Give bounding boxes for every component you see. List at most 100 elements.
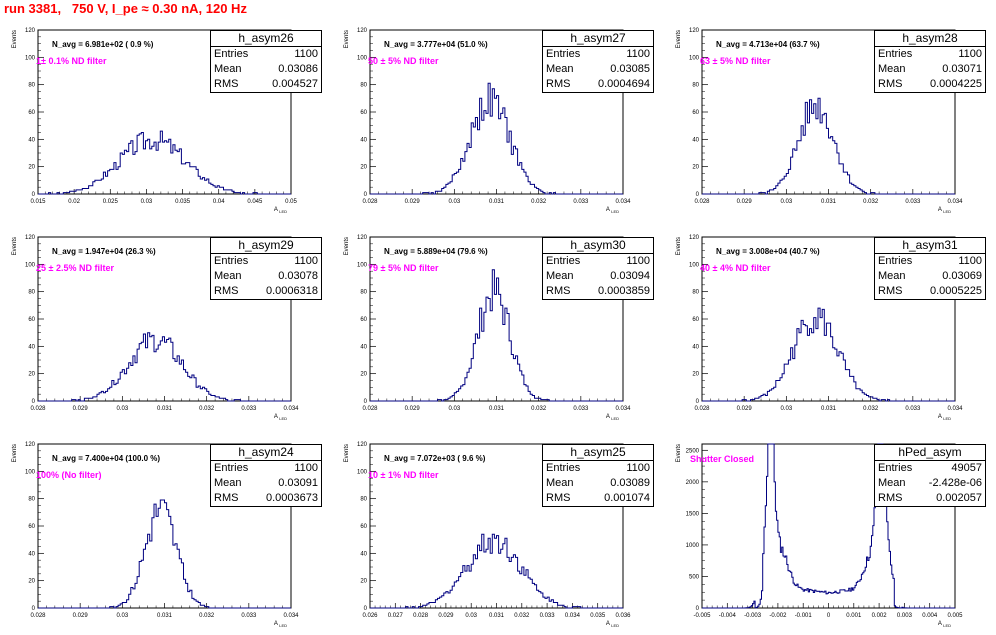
navg-annotation: N_avg = 4.713e+04 (63.7 %) xyxy=(716,40,820,49)
y-tick-label: 0 xyxy=(364,192,368,198)
y-axis-label: Events xyxy=(676,444,682,462)
navg-annotation: N_avg = 6.981e+02 ( 0.9 %) xyxy=(52,40,154,49)
filter-annotation: Shutter Closed xyxy=(690,454,755,464)
stats-box: h_asym24 Entries 1100 Mean 0.03091 RMS 0.00036… xyxy=(210,444,322,507)
page-title: run 3381, 750 V, I_pe ≈ 0.30 nA, 120 Hz xyxy=(4,1,247,16)
histogram-series xyxy=(370,82,623,195)
entries-label: Entries xyxy=(214,48,249,60)
x-tick-label: -0.004 xyxy=(719,613,737,619)
histogram-pad-h_asym28: 0.028 0.029 0.03 0.031 0.032 0.033 0.034 0 20 40 6… xyxy=(664,14,996,221)
histogram-plot: 0.015 0.02 0.025 0.03 0.035 0.04 0.045 0.05 0 20 4… xyxy=(12,28,297,214)
x-tick-label: 0.03 xyxy=(116,406,128,412)
x-axis-label: A LED xyxy=(606,414,619,421)
mean-value: 0.03085 xyxy=(610,63,650,75)
rms-label: RMS xyxy=(546,285,571,297)
entries-value: 1100 xyxy=(294,255,318,267)
y-tick-label: 20 xyxy=(360,165,367,171)
x-axis-label: A LED xyxy=(938,414,951,421)
histogram-name: h_asym31 xyxy=(875,238,985,254)
x-tick-label: 0.03 xyxy=(780,406,792,412)
rms-value: 0.001074 xyxy=(604,492,650,504)
y-tick-label: 120 xyxy=(25,28,36,34)
y-axis-label: Events xyxy=(344,30,350,48)
y-tick-label: 1500 xyxy=(686,511,700,517)
x-tick-label: 0.05 xyxy=(285,199,297,205)
rms-label: RMS xyxy=(878,285,903,297)
histogram-name: h_asym28 xyxy=(875,31,985,47)
y-tick-label: 20 xyxy=(360,579,367,585)
histogram-plot: -0.005 -0.004 -0.003 -0.002 -0.001 0 0.001 0.00… xyxy=(676,443,963,628)
y-tick-label: 0 xyxy=(32,606,36,612)
x-tick-label: 0.034 xyxy=(947,406,963,412)
x-tick-label: 0.031 xyxy=(489,406,505,412)
entries-label: Entries xyxy=(546,462,581,474)
y-tick-label: 20 xyxy=(692,165,699,171)
x-tick-label: -0.005 xyxy=(693,613,711,619)
stats-box: h_asym30 Entries 1100 Mean 0.03094 RMS 0.00038… xyxy=(542,237,654,300)
y-tick-label: 40 xyxy=(28,137,35,143)
y-tick-label: 0 xyxy=(696,192,700,198)
mean-value: 0.03078 xyxy=(278,270,318,282)
x-tick-label: 0.034 xyxy=(283,406,299,412)
x-tick-label: 0.03 xyxy=(116,613,128,619)
y-tick-label: 80 xyxy=(360,290,367,296)
filter-annotation: 25 ± 2.5% ND filter xyxy=(36,263,114,273)
histogram-series xyxy=(38,499,291,609)
y-tick-label: 120 xyxy=(689,28,700,34)
y-tick-label: 60 xyxy=(28,317,35,323)
navg-annotation: N_avg = 3.777e+04 (51.0 %) xyxy=(384,40,488,49)
x-tick-label: 0.03 xyxy=(780,199,792,205)
histogram-series xyxy=(38,332,291,402)
navg-annotation: N_avg = 5.889e+04 (79.6 %) xyxy=(384,247,488,256)
y-tick-label: 80 xyxy=(692,290,699,296)
stats-box: h_asym27 Entries 1100 Mean 0.03085 RMS 0.00046… xyxy=(542,30,654,93)
y-tick-label: 100 xyxy=(357,469,368,475)
histogram-series xyxy=(370,533,623,609)
rms-value: 0.0003673 xyxy=(266,492,318,504)
x-tick-label: 0.03 xyxy=(448,199,460,205)
x-tick-label: 0.029 xyxy=(73,406,89,412)
histogram-name: h_asym27 xyxy=(543,31,653,47)
y-tick-label: 60 xyxy=(692,110,699,116)
mean-label: Mean xyxy=(878,270,906,282)
histogram-plot: 0.028 0.029 0.03 0.031 0.032 0.033 0.034 0 20 40 6… xyxy=(676,28,963,214)
x-tick-label: 0.031 xyxy=(489,199,505,205)
stats-box: hPed_asym Entries 49057 Mean -2.428e-06 RMS 0.… xyxy=(874,444,986,507)
filter-annotation: 1± 0.1% ND filter xyxy=(36,56,107,66)
filter-annotation: 100% (No filter) xyxy=(36,470,102,480)
navg-annotation: N_avg = 7.400e+04 (100.0 %) xyxy=(52,454,161,463)
x-tick-label: 0.032 xyxy=(863,406,879,412)
y-tick-label: 100 xyxy=(25,262,36,268)
x-tick-label: 0.029 xyxy=(737,406,753,412)
x-tick-label: 0.028 xyxy=(413,613,429,619)
x-tick-label: 0.03 xyxy=(448,406,460,412)
x-tick-label: 0.04 xyxy=(213,199,225,205)
x-axis-label: A LED xyxy=(938,621,951,628)
y-axis-label: Events xyxy=(676,30,682,48)
histogram-series xyxy=(38,130,291,195)
x-tick-label: 0.028 xyxy=(362,406,378,412)
x-tick-label: 0.005 xyxy=(947,613,963,619)
y-tick-label: 100 xyxy=(357,262,368,268)
histogram-pad-h_asym31: 0.028 0.029 0.03 0.031 0.032 0.033 0.034 0 20 40 6… xyxy=(664,221,996,428)
rms-value: 0.0004694 xyxy=(598,78,650,90)
histogram-pad-h_asym27: 0.028 0.029 0.03 0.031 0.032 0.033 0.034 0 20 40 6… xyxy=(332,14,664,221)
x-tick-label: 0.002 xyxy=(872,613,888,619)
y-axis-label: Events xyxy=(12,30,18,48)
histogram-name: h_asym30 xyxy=(543,238,653,254)
x-tick-label: 0.031 xyxy=(489,613,505,619)
x-tick-label: 0.031 xyxy=(821,406,837,412)
filter-annotation: 10 ± 1% ND filter xyxy=(368,470,439,480)
rms-value: 0.0004225 xyxy=(930,78,982,90)
entries-label: Entries xyxy=(546,255,581,267)
x-tick-label: -0.001 xyxy=(795,613,813,619)
x-tick-label: 0.03 xyxy=(465,613,477,619)
rms-label: RMS xyxy=(546,492,571,504)
mean-label: Mean xyxy=(546,270,574,282)
y-tick-label: 80 xyxy=(360,497,367,503)
histogram-series xyxy=(702,443,955,609)
x-tick-label: 0.032 xyxy=(531,406,547,412)
x-axis-label: A LED xyxy=(274,414,287,421)
y-tick-label: 0 xyxy=(696,399,700,405)
x-axis-label: A LED xyxy=(274,621,287,628)
